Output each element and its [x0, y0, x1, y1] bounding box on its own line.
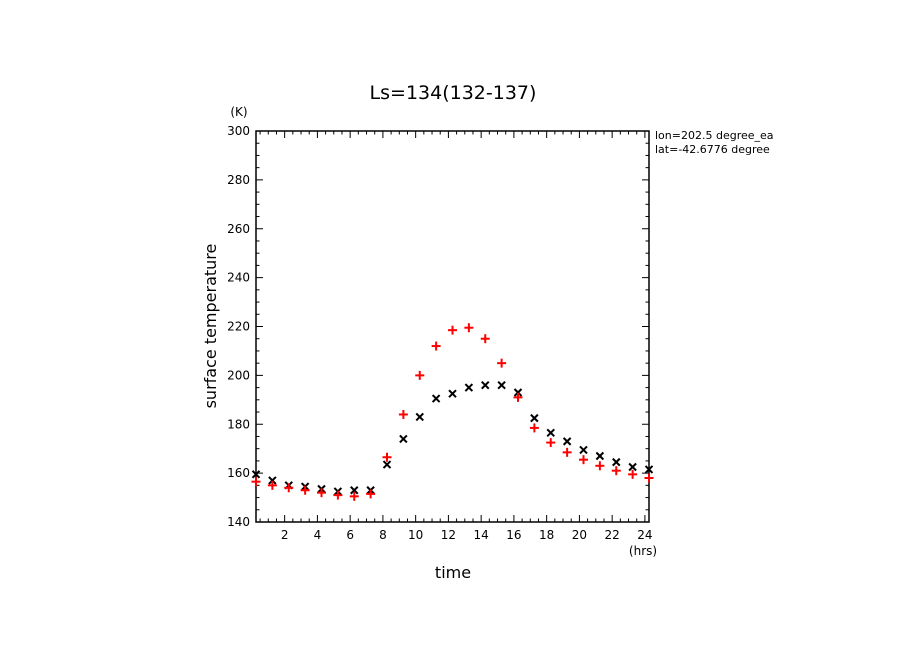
- marker-stroke: [415, 412, 424, 422]
- plus-marker: [415, 370, 425, 380]
- x-tick-label: 24: [637, 528, 652, 542]
- plus-marker: [382, 452, 392, 462]
- marker-stroke: [579, 445, 588, 455]
- y-axis-label: surface temperature: [201, 244, 220, 409]
- plus-marker: [644, 473, 654, 483]
- x-marker: [546, 428, 555, 438]
- marker-stroke: [530, 413, 539, 423]
- x-marker: [644, 465, 654, 474]
- plus-marker: [497, 358, 507, 368]
- x-marker: [399, 434, 408, 444]
- marker-stroke: [497, 380, 506, 390]
- x-tick-label: 6: [346, 528, 354, 542]
- x-marker: [513, 388, 523, 397]
- x-marker: [268, 476, 277, 485]
- axes: 2 4 6 8 10 12 14 16 18 20 22 2414016018020022024026…: [227, 124, 652, 542]
- data-markers: [251, 323, 654, 501]
- x-marker: [431, 394, 441, 403]
- y-tick-label: 300: [227, 124, 250, 138]
- x-marker: [562, 437, 572, 446]
- y-tick-label: 280: [227, 173, 250, 187]
- x-tick-label: 14: [474, 528, 489, 542]
- marker-stroke: [382, 460, 392, 469]
- x-marker: [350, 486, 359, 495]
- marker-stroke: [644, 465, 654, 474]
- y-unit-label: (K): [230, 105, 247, 119]
- marker-stroke: [464, 383, 474, 392]
- y-tick-label: 180: [227, 417, 250, 431]
- x-tick-label: 12: [441, 528, 456, 542]
- x-marker: [251, 470, 261, 479]
- plus-marker: [251, 477, 261, 487]
- x-marker: [415, 412, 424, 422]
- x-marker: [382, 460, 392, 469]
- plus-marker: [284, 483, 294, 493]
- x-marker: [595, 451, 605, 461]
- marker-stroke: [481, 380, 490, 390]
- x-marker: [612, 457, 621, 467]
- marker-stroke: [431, 394, 441, 403]
- plus-marker: [595, 461, 605, 471]
- x-marker: [481, 380, 490, 390]
- x-tick-label: 16: [506, 528, 521, 542]
- annotation-lat: lat=-42.6776 degree: [655, 143, 770, 156]
- marker-stroke: [595, 451, 605, 461]
- y-tick-label: 260: [227, 222, 250, 236]
- x-tick-label: 8: [379, 528, 387, 542]
- plus-marker: [267, 480, 277, 490]
- marker-stroke: [628, 462, 637, 472]
- annotation-lon: lon=202.5 degree_ea: [655, 129, 774, 142]
- x-tick-label: 10: [408, 528, 423, 542]
- plus-marker: [366, 489, 376, 499]
- y-tick-label: 220: [227, 320, 250, 334]
- plus-marker: [300, 485, 310, 495]
- plus-marker: [529, 423, 539, 433]
- x-tick-label: 22: [605, 528, 620, 542]
- plus-marker: [480, 334, 490, 344]
- marker-stroke: [612, 457, 621, 467]
- x-tick-label: 4: [314, 528, 322, 542]
- x-marker: [530, 413, 539, 423]
- plus-marker: [317, 488, 326, 498]
- plus-marker: [333, 490, 343, 500]
- x-marker: [497, 380, 506, 390]
- y-tick-label: 200: [227, 368, 250, 382]
- y-tick-label: 140: [227, 515, 250, 529]
- y-tick-label: 240: [227, 271, 250, 285]
- plus-marker: [562, 447, 572, 457]
- plus-marker: [349, 491, 359, 501]
- marker-stroke: [546, 428, 555, 438]
- marker-stroke: [268, 476, 277, 485]
- marker-stroke: [251, 470, 261, 479]
- x-tick-label: 2: [281, 528, 289, 542]
- plus-marker: [513, 392, 523, 402]
- x-marker: [628, 462, 637, 472]
- annotation-clip: [780, 120, 904, 170]
- x-marker: [579, 445, 588, 455]
- y-tick-label: 160: [227, 466, 250, 480]
- plus-marker: [448, 325, 457, 335]
- plus-marker: [579, 455, 588, 465]
- x-marker: [448, 389, 457, 398]
- marker-stroke: [562, 437, 572, 446]
- plus-marker: [546, 438, 556, 448]
- plus-marker: [398, 409, 408, 419]
- plus-marker: [431, 341, 441, 351]
- marker-stroke: [448, 389, 457, 398]
- chart-title: Ls=134(132-137): [370, 82, 537, 104]
- marker-stroke: [350, 486, 359, 495]
- plus-marker: [611, 466, 621, 476]
- marker-stroke: [513, 388, 523, 397]
- plus-marker: [464, 323, 474, 333]
- x-axis-label: time: [435, 563, 471, 582]
- x-marker: [464, 383, 474, 392]
- x-unit-label: (hrs): [629, 544, 657, 558]
- plus-marker: [628, 469, 638, 479]
- marker-stroke: [399, 434, 408, 444]
- x-tick-label: 18: [539, 528, 554, 542]
- x-tick-label: 20: [572, 528, 587, 542]
